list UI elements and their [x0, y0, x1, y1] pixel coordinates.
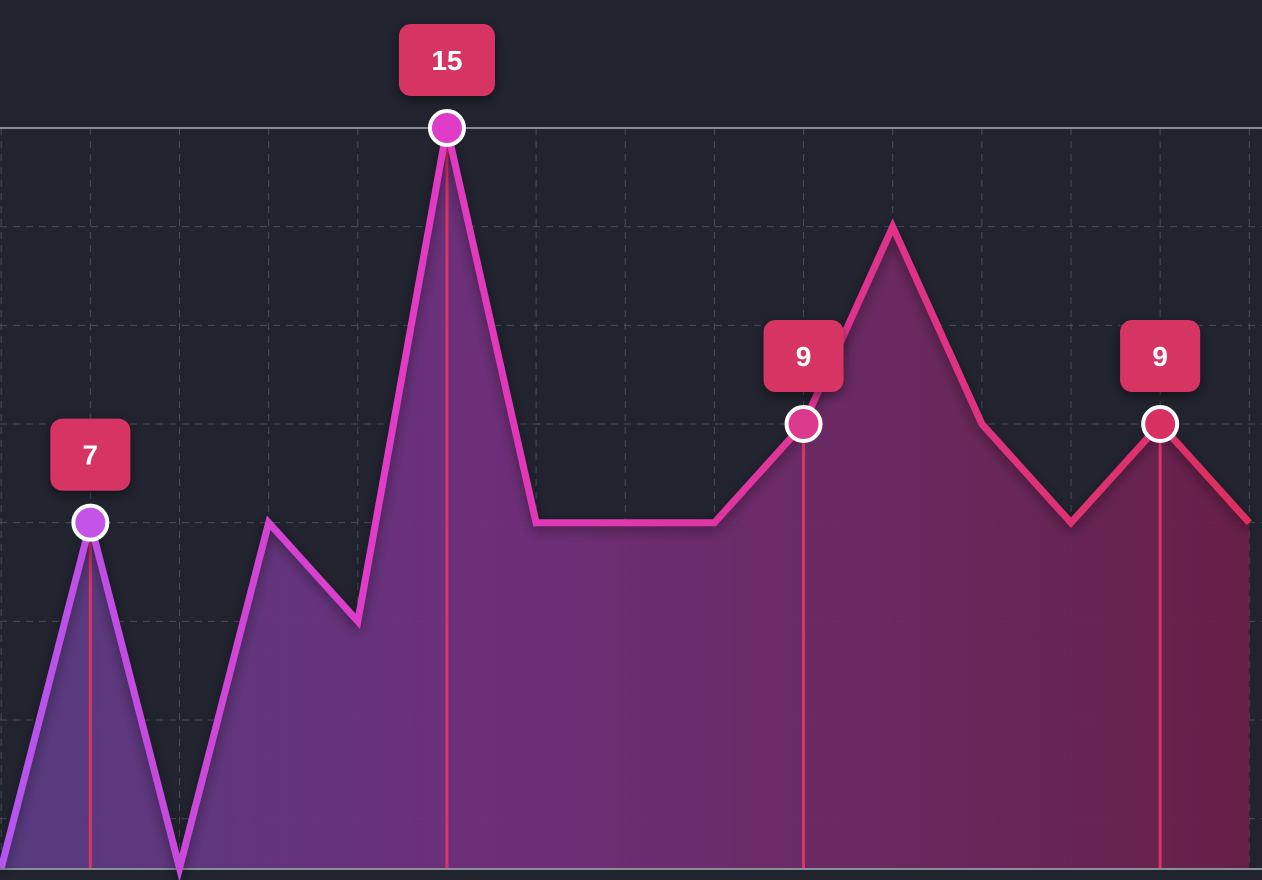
data-point-marker[interactable]	[71, 503, 110, 542]
data-label-box	[1120, 320, 1201, 392]
data-point-marker[interactable]	[784, 405, 823, 443]
data-label: 9	[796, 341, 812, 372]
data-label-box	[398, 24, 495, 96]
series-line	[0, 110, 1252, 880]
data-markers	[71, 109, 1180, 542]
data-labels: 7 15 9 9	[50, 24, 1201, 491]
data-point-marker[interactable]	[1141, 405, 1180, 443]
data-label: 7	[83, 440, 99, 471]
data-label-box	[763, 320, 844, 392]
stem-lines	[88, 128, 1162, 868]
data-label: 15	[431, 45, 462, 76]
data-label: 9	[1152, 341, 1168, 372]
area-fill	[1, 128, 1250, 868]
data-label-box	[50, 418, 131, 491]
area-series	[1, 128, 1250, 868]
series-line-path	[0, 110, 1252, 880]
data-point-marker[interactable]	[427, 109, 466, 147]
